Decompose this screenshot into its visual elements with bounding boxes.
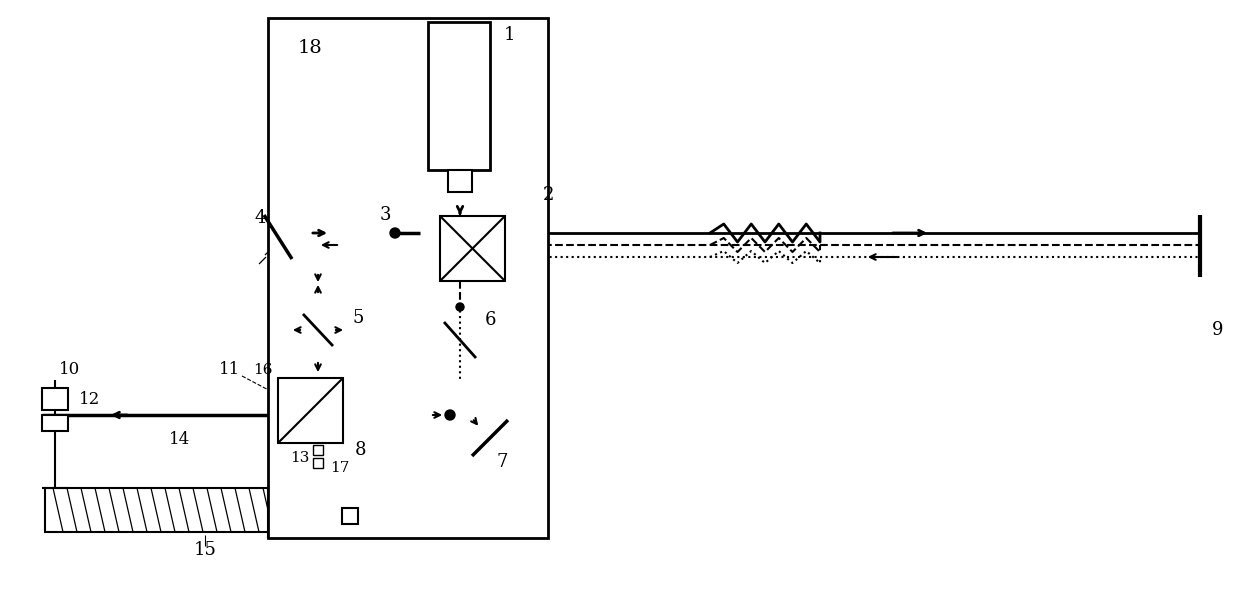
Bar [45, 488, 350, 532]
Text: 6: 6 [485, 311, 496, 329]
Bar [342, 508, 358, 524]
Text: 1: 1 [505, 26, 516, 44]
Text: 17: 17 [330, 461, 350, 475]
Circle shape [445, 410, 455, 420]
Text: 16: 16 [253, 363, 273, 377]
Text: 8: 8 [355, 441, 366, 459]
Bar [440, 216, 505, 281]
Bar [428, 22, 490, 170]
Text: 3: 3 [379, 206, 391, 224]
Text: 10: 10 [60, 361, 81, 379]
Circle shape [391, 228, 401, 238]
Text: 4: 4 [254, 209, 265, 227]
Bar [312, 458, 322, 468]
Bar [312, 445, 322, 455]
Text: 2: 2 [542, 186, 554, 204]
Text: 9: 9 [1213, 321, 1224, 339]
Bar [268, 18, 548, 538]
Text: 12: 12 [79, 391, 100, 409]
Bar [42, 415, 68, 431]
Circle shape [456, 303, 464, 311]
Text: 13: 13 [290, 451, 310, 465]
Bar [448, 170, 472, 192]
Text: 15: 15 [193, 541, 217, 559]
Text: 7: 7 [496, 453, 507, 471]
Text: 11: 11 [219, 361, 241, 379]
Bar [278, 378, 343, 443]
Text: 18: 18 [298, 39, 322, 57]
Text: 14: 14 [170, 431, 191, 449]
Text: 5: 5 [352, 309, 363, 327]
Bar [42, 388, 68, 410]
